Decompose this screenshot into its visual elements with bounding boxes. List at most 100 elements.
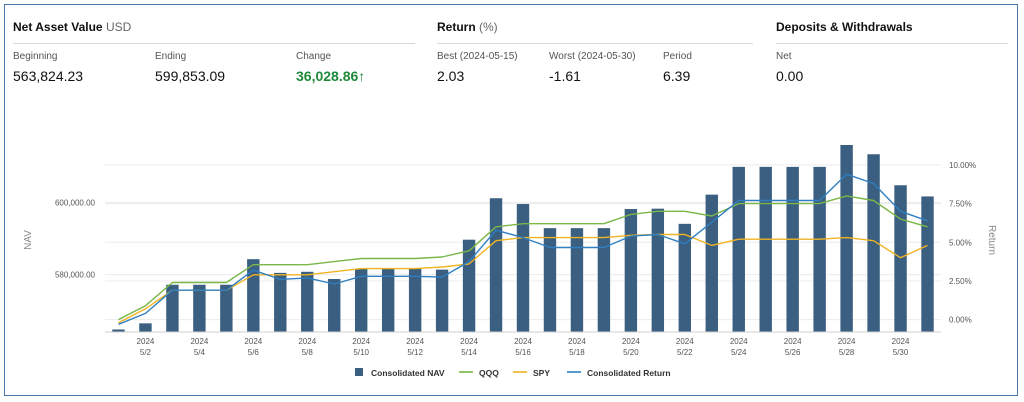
x-tick-label-year: 2024 [352, 337, 370, 346]
nav-bar [840, 140, 853, 332]
y-axis-label-left: NAV [23, 230, 34, 250]
legend-label: QQQ [479, 368, 499, 378]
nav-divider [13, 43, 415, 44]
x-tick-label-year: 2024 [244, 337, 262, 346]
legend-swatch-bar [355, 368, 363, 376]
x-tick-label-date: 5/10 [353, 348, 369, 357]
x-tick-label-year: 2024 [460, 337, 478, 346]
deposits-divider [776, 43, 1008, 44]
x-tick-label-year: 2024 [838, 337, 856, 346]
beginning-value: 563,824.23 [13, 68, 84, 84]
x-tick-label-date: 5/24 [731, 348, 747, 357]
best-label: Best (2024-05-15) [437, 51, 518, 62]
x-tick-label-date: 5/2 [140, 348, 152, 357]
x-tick-label-year: 2024 [190, 337, 208, 346]
x-tick-label-year: 2024 [892, 337, 910, 346]
nav-bar [921, 196, 934, 332]
chart-legend: Consolidated NAV QQQ SPY Consolidated Retur… [355, 368, 671, 378]
x-tick-label-date: 5/22 [677, 348, 693, 357]
return-unit: (%) [479, 20, 498, 34]
nav-bar [435, 269, 449, 332]
x-tick-label-year: 2024 [784, 337, 802, 346]
worst-label: Worst (2024-05-30) [549, 51, 636, 62]
nav-bar [624, 209, 638, 332]
x-tick-label-year: 2024 [137, 337, 155, 346]
nav-return-chart: 0.00% 2.50% 5.00% 7.50% 10.00% 580,000.00 600,… [5, 140, 1019, 395]
x-tick-label-date: 5/28 [839, 348, 855, 357]
nav-bar [220, 284, 233, 332]
nav-bar [570, 228, 584, 332]
nav-bar [651, 208, 665, 332]
nav-bar [894, 185, 907, 332]
period-label: Period [663, 51, 692, 62]
nav-bar [139, 323, 152, 332]
change-value: 36,028.86↑ [296, 68, 366, 84]
nav-bar [732, 166, 745, 332]
nav-bar [597, 228, 611, 332]
best-value: 2.03 [437, 68, 465, 84]
x-tick-label-date: 5/4 [194, 348, 206, 357]
nav-bar [759, 166, 772, 332]
net-label: Net [776, 51, 792, 62]
nav-bar [274, 272, 287, 332]
ending-label: Ending [155, 51, 187, 62]
nav-bar [112, 329, 125, 332]
nav-bar [489, 198, 503, 332]
x-tick-label-date: 5/8 [302, 348, 314, 357]
nav-bar [408, 268, 422, 332]
x-tick-label-date: 5/30 [893, 348, 909, 357]
net-value: 0.00 [776, 68, 804, 84]
x-tick-label-date: 5/26 [785, 348, 801, 357]
x-tick-label-date: 5/12 [407, 348, 423, 357]
x-tick-label-year: 2024 [730, 337, 748, 346]
right-tick-label: 2.50% [949, 277, 972, 286]
legend-label: SPY [533, 368, 550, 378]
return-title: Return [437, 20, 476, 34]
left-tick-label: 580,000.00 [55, 271, 96, 280]
nav-section-title: Net Asset Value USD [13, 20, 131, 34]
nav-bar [381, 268, 395, 332]
x-tick-label-date: 5/6 [248, 348, 260, 357]
x-tick-label-year: 2024 [298, 337, 316, 346]
right-tick-label: 10.00% [949, 161, 976, 170]
qqq-line [118, 195, 928, 321]
x-tick-label-date: 5/18 [569, 348, 585, 357]
x-tick-label-year: 2024 [406, 337, 424, 346]
right-tick-label: 5.00% [949, 238, 972, 247]
x-tick-label-date: 5/14 [461, 348, 477, 357]
x-tick-label-date: 5/16 [515, 348, 531, 357]
y-axis-label-right: Return [986, 225, 997, 255]
period-value: 6.39 [663, 68, 691, 84]
nav-bar [328, 278, 341, 332]
nav-bar [166, 284, 179, 332]
worst-value: -1.61 [549, 68, 581, 84]
consolidated-return-line [118, 173, 928, 325]
nav-bar [867, 154, 880, 332]
return-divider [437, 43, 753, 44]
nav-bar [193, 284, 206, 332]
legend-label: Consolidated NAV [371, 368, 445, 378]
nav-bar [813, 166, 826, 332]
legend-label: Consolidated Return [587, 368, 671, 378]
nav-bar [543, 228, 557, 332]
x-tick-label-year: 2024 [568, 337, 586, 346]
nav-bar [354, 268, 368, 332]
nav-bar [516, 204, 530, 332]
right-tick-label: 7.50% [949, 200, 972, 209]
beginning-label: Beginning [13, 51, 58, 62]
nav-bars [112, 140, 934, 332]
change-label: Change [296, 51, 332, 62]
nav-title: Net Asset Value [13, 20, 103, 34]
report-panel: Net Asset Value USD Beginning 563,824.23… [4, 4, 1018, 396]
x-tick-label-date: 5/20 [623, 348, 639, 357]
left-tick-label: 600,000.00 [55, 199, 96, 208]
nav-bar [705, 194, 718, 332]
deposits-section-title: Deposits & Withdrawals [776, 20, 913, 34]
nav-bar [678, 223, 692, 332]
x-tick-label-year: 2024 [676, 337, 694, 346]
x-tick-label-year: 2024 [514, 337, 532, 346]
chart-svg: 0.00% 2.50% 5.00% 7.50% 10.00% 580,000.00 600,… [23, 140, 997, 378]
ending-value: 599,853.09 [155, 68, 226, 84]
nav-bar [462, 239, 476, 332]
return-lines [118, 173, 928, 325]
